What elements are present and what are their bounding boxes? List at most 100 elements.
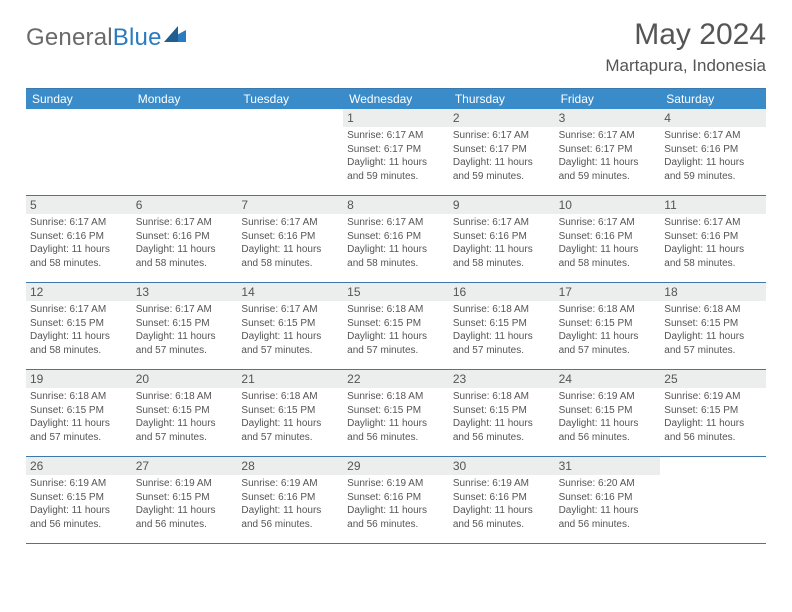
day-cell bbox=[660, 457, 766, 543]
sunrise-text: Sunrise: 6:19 AM bbox=[347, 477, 445, 491]
sunset-text: Sunset: 6:16 PM bbox=[664, 143, 762, 157]
day-info: Sunrise: 6:17 AMSunset: 6:17 PMDaylight:… bbox=[343, 127, 449, 187]
weekday-sunday: Sunday bbox=[26, 89, 132, 109]
sunrise-text: Sunrise: 6:17 AM bbox=[559, 216, 657, 230]
sunrise-text: Sunrise: 6:19 AM bbox=[664, 390, 762, 404]
day-info: Sunrise: 6:17 AMSunset: 6:16 PMDaylight:… bbox=[449, 214, 555, 274]
sunset-text: Sunset: 6:16 PM bbox=[559, 491, 657, 505]
day-info: Sunrise: 6:19 AMSunset: 6:15 PMDaylight:… bbox=[26, 475, 132, 535]
day-info: Sunrise: 6:18 AMSunset: 6:15 PMDaylight:… bbox=[343, 301, 449, 361]
day-number: 6 bbox=[132, 196, 238, 214]
sunset-text: Sunset: 6:15 PM bbox=[136, 404, 234, 418]
weekday-header-row: Sunday Monday Tuesday Wednesday Thursday… bbox=[26, 89, 766, 109]
day-info: Sunrise: 6:18 AMSunset: 6:15 PMDaylight:… bbox=[237, 388, 343, 448]
daylight-text: Daylight: 11 hours and 57 minutes. bbox=[559, 330, 657, 357]
day-cell: 11Sunrise: 6:17 AMSunset: 6:16 PMDayligh… bbox=[660, 196, 766, 282]
day-info: Sunrise: 6:19 AMSunset: 6:15 PMDaylight:… bbox=[555, 388, 661, 448]
brand-mark-icon bbox=[164, 26, 186, 42]
day-number: 23 bbox=[449, 370, 555, 388]
day-cell: 15Sunrise: 6:18 AMSunset: 6:15 PMDayligh… bbox=[343, 283, 449, 369]
day-number bbox=[660, 457, 766, 474]
week-row: 5Sunrise: 6:17 AMSunset: 6:16 PMDaylight… bbox=[26, 196, 766, 283]
brand-blue: Blue bbox=[113, 24, 162, 51]
daylight-text: Daylight: 11 hours and 57 minutes. bbox=[664, 330, 762, 357]
day-cell bbox=[132, 109, 238, 195]
day-info: Sunrise: 6:17 AMSunset: 6:16 PMDaylight:… bbox=[237, 214, 343, 274]
daylight-text: Daylight: 11 hours and 56 minutes. bbox=[136, 504, 234, 531]
day-number: 9 bbox=[449, 196, 555, 214]
daylight-text: Daylight: 11 hours and 58 minutes. bbox=[559, 243, 657, 270]
sunrise-text: Sunrise: 6:17 AM bbox=[347, 129, 445, 143]
day-cell: 4Sunrise: 6:17 AMSunset: 6:16 PMDaylight… bbox=[660, 109, 766, 195]
sunset-text: Sunset: 6:15 PM bbox=[30, 491, 128, 505]
day-info: Sunrise: 6:17 AMSunset: 6:16 PMDaylight:… bbox=[343, 214, 449, 274]
day-info: Sunrise: 6:17 AMSunset: 6:15 PMDaylight:… bbox=[237, 301, 343, 361]
daylight-text: Daylight: 11 hours and 58 minutes. bbox=[30, 243, 128, 270]
day-cell: 30Sunrise: 6:19 AMSunset: 6:16 PMDayligh… bbox=[449, 457, 555, 543]
sunrise-text: Sunrise: 6:17 AM bbox=[347, 216, 445, 230]
day-info: Sunrise: 6:17 AMSunset: 6:16 PMDaylight:… bbox=[555, 214, 661, 274]
daylight-text: Daylight: 11 hours and 59 minutes. bbox=[559, 156, 657, 183]
day-cell: 16Sunrise: 6:18 AMSunset: 6:15 PMDayligh… bbox=[449, 283, 555, 369]
sunrise-text: Sunrise: 6:18 AM bbox=[347, 303, 445, 317]
location: Martapura, Indonesia bbox=[605, 56, 766, 76]
daylight-text: Daylight: 11 hours and 57 minutes. bbox=[136, 330, 234, 357]
sunset-text: Sunset: 6:16 PM bbox=[241, 491, 339, 505]
day-number: 8 bbox=[343, 196, 449, 214]
day-number bbox=[132, 109, 238, 126]
sunrise-text: Sunrise: 6:17 AM bbox=[136, 216, 234, 230]
day-cell: 6Sunrise: 6:17 AMSunset: 6:16 PMDaylight… bbox=[132, 196, 238, 282]
sunrise-text: Sunrise: 6:18 AM bbox=[241, 390, 339, 404]
sunset-text: Sunset: 6:16 PM bbox=[453, 230, 551, 244]
day-info: Sunrise: 6:17 AMSunset: 6:15 PMDaylight:… bbox=[132, 301, 238, 361]
day-cell: 2Sunrise: 6:17 AMSunset: 6:17 PMDaylight… bbox=[449, 109, 555, 195]
day-number: 19 bbox=[26, 370, 132, 388]
week-row: 1Sunrise: 6:17 AMSunset: 6:17 PMDaylight… bbox=[26, 109, 766, 196]
sunset-text: Sunset: 6:15 PM bbox=[30, 317, 128, 331]
day-number: 16 bbox=[449, 283, 555, 301]
month-title: May 2024 bbox=[605, 18, 766, 52]
daylight-text: Daylight: 11 hours and 58 minutes. bbox=[453, 243, 551, 270]
day-number: 30 bbox=[449, 457, 555, 475]
day-number: 31 bbox=[555, 457, 661, 475]
sunset-text: Sunset: 6:16 PM bbox=[453, 491, 551, 505]
sunrise-text: Sunrise: 6:17 AM bbox=[664, 129, 762, 143]
daylight-text: Daylight: 11 hours and 57 minutes. bbox=[241, 330, 339, 357]
sunset-text: Sunset: 6:15 PM bbox=[347, 404, 445, 418]
sunrise-text: Sunrise: 6:17 AM bbox=[30, 303, 128, 317]
brand-general: General bbox=[26, 24, 113, 51]
day-cell bbox=[237, 109, 343, 195]
day-number: 18 bbox=[660, 283, 766, 301]
day-number: 24 bbox=[555, 370, 661, 388]
daylight-text: Daylight: 11 hours and 57 minutes. bbox=[241, 417, 339, 444]
sunrise-text: Sunrise: 6:18 AM bbox=[453, 390, 551, 404]
sunset-text: Sunset: 6:15 PM bbox=[453, 404, 551, 418]
daylight-text: Daylight: 11 hours and 56 minutes. bbox=[453, 417, 551, 444]
daylight-text: Daylight: 11 hours and 56 minutes. bbox=[347, 504, 445, 531]
sunset-text: Sunset: 6:15 PM bbox=[453, 317, 551, 331]
day-number: 29 bbox=[343, 457, 449, 475]
daylight-text: Daylight: 11 hours and 56 minutes. bbox=[347, 417, 445, 444]
day-cell: 19Sunrise: 6:18 AMSunset: 6:15 PMDayligh… bbox=[26, 370, 132, 456]
sunset-text: Sunset: 6:17 PM bbox=[453, 143, 551, 157]
sunset-text: Sunset: 6:16 PM bbox=[241, 230, 339, 244]
sunset-text: Sunset: 6:17 PM bbox=[559, 143, 657, 157]
weekday-wednesday: Wednesday bbox=[343, 89, 449, 109]
day-info: Sunrise: 6:19 AMSunset: 6:15 PMDaylight:… bbox=[660, 388, 766, 448]
day-cell: 13Sunrise: 6:17 AMSunset: 6:15 PMDayligh… bbox=[132, 283, 238, 369]
daylight-text: Daylight: 11 hours and 57 minutes. bbox=[30, 417, 128, 444]
sunset-text: Sunset: 6:16 PM bbox=[347, 491, 445, 505]
day-number: 7 bbox=[237, 196, 343, 214]
weekday-monday: Monday bbox=[132, 89, 238, 109]
day-number: 5 bbox=[26, 196, 132, 214]
week-row: 19Sunrise: 6:18 AMSunset: 6:15 PMDayligh… bbox=[26, 370, 766, 457]
day-info: Sunrise: 6:17 AMSunset: 6:15 PMDaylight:… bbox=[26, 301, 132, 361]
sunrise-text: Sunrise: 6:18 AM bbox=[453, 303, 551, 317]
day-number: 21 bbox=[237, 370, 343, 388]
sunrise-text: Sunrise: 6:17 AM bbox=[453, 129, 551, 143]
day-info: Sunrise: 6:18 AMSunset: 6:15 PMDaylight:… bbox=[555, 301, 661, 361]
day-number: 3 bbox=[555, 109, 661, 127]
sunset-text: Sunset: 6:16 PM bbox=[559, 230, 657, 244]
sunset-text: Sunset: 6:15 PM bbox=[664, 404, 762, 418]
sunrise-text: Sunrise: 6:17 AM bbox=[136, 303, 234, 317]
